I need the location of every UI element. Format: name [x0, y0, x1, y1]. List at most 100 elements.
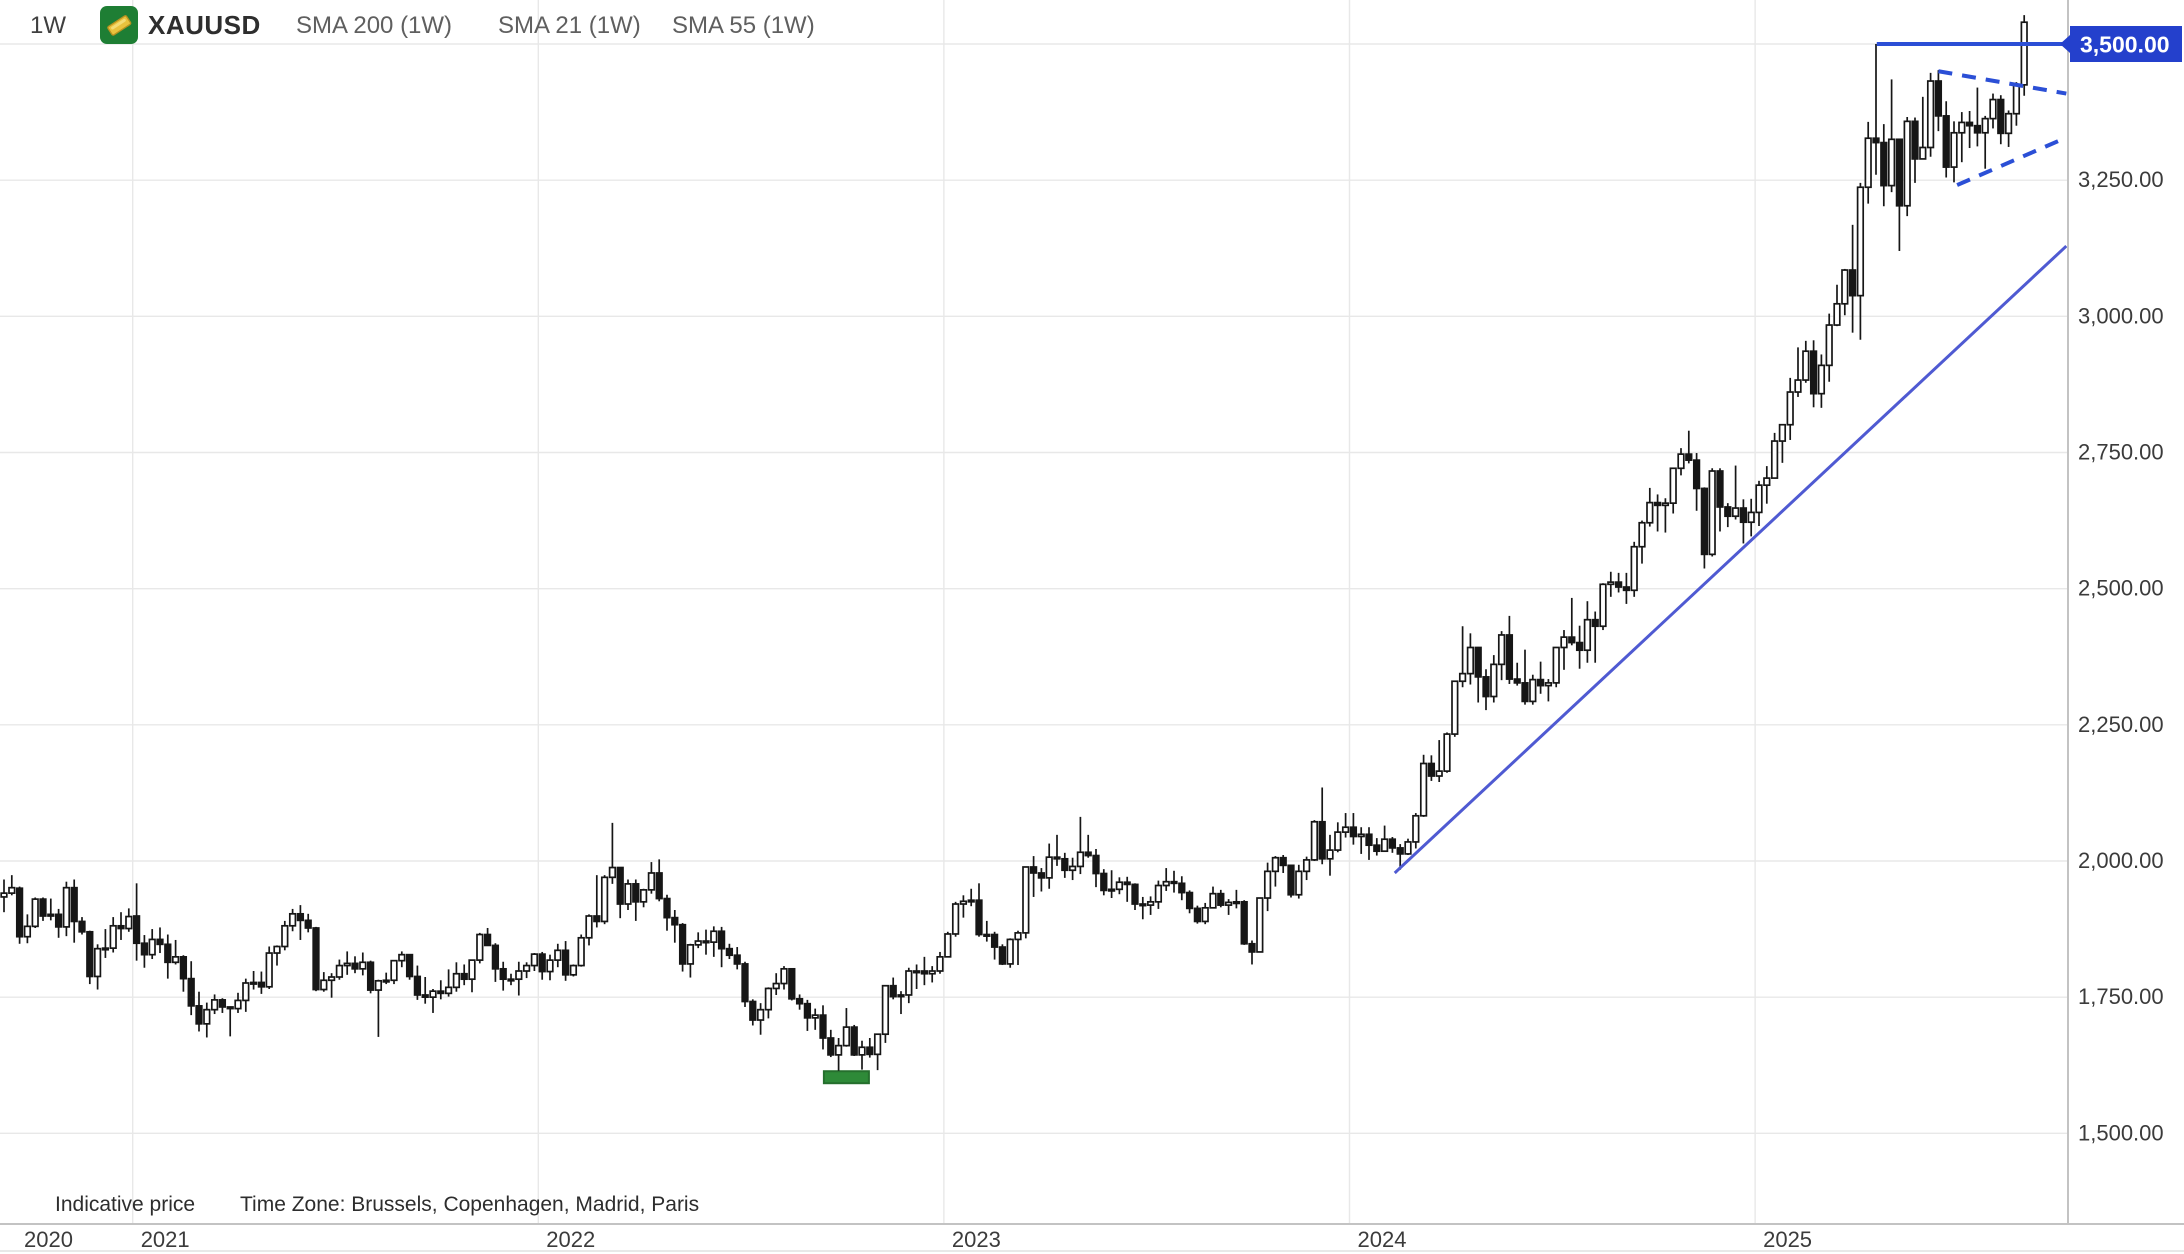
candle-up — [476, 933, 484, 961]
candle-up — [1646, 501, 1654, 524]
price-tick-label: 2,750.00 — [2078, 439, 2164, 464]
indicator-label-sma21[interactable]: SMA 21 (1W) — [498, 12, 641, 39]
candle-up — [62, 886, 71, 928]
candle-down — [1185, 891, 1194, 910]
candle-up — [756, 1008, 765, 1021]
candle-up — [608, 866, 617, 879]
candle-up — [109, 924, 117, 949]
candle-down — [226, 1006, 234, 1010]
candle-up — [1334, 831, 1342, 851]
candle-up — [1412, 814, 1420, 843]
candle-up — [101, 947, 110, 951]
candle-up — [983, 933, 991, 937]
candle-down — [405, 953, 414, 978]
candle-up — [1045, 856, 1053, 879]
indicator-label-sma55[interactable]: SMA 55 (1W) — [672, 12, 815, 39]
candle-down — [78, 920, 86, 933]
candle-up — [1833, 302, 1841, 326]
year-tick-label: 2022 — [546, 1227, 595, 1252]
candle-down — [538, 953, 546, 973]
price-tick-label: 3,250.00 — [2078, 167, 2164, 192]
candle-down — [1474, 646, 1482, 678]
pennant-upper-dashed-line[interactable] — [1938, 69, 2067, 96]
candle-up — [1076, 851, 1085, 868]
pennant-lower-dashed-line[interactable] — [1956, 136, 2066, 187]
candle-down — [132, 915, 141, 945]
candle-down — [1934, 80, 1943, 117]
candle-down — [164, 943, 172, 964]
candle-up — [515, 970, 523, 981]
candle-up — [686, 944, 695, 965]
candle-down — [1373, 844, 1381, 853]
indicator-label-sma200[interactable]: SMA 200 (1W) — [296, 12, 453, 39]
candle-up — [1802, 350, 1810, 381]
candle-up — [624, 883, 632, 905]
candle-up — [1209, 892, 1217, 909]
time-axis[interactable]: 2020 2021 2022 2023 2024 2025 — [24, 1227, 1812, 1252]
candle-up — [374, 979, 383, 991]
candle-up — [343, 962, 351, 967]
candle-up — [1786, 391, 1794, 426]
support-zone-marker[interactable] — [822, 1070, 870, 1085]
candle-up — [928, 970, 936, 975]
candle-down — [1279, 856, 1287, 867]
candle-down — [702, 940, 710, 944]
timeframe-label[interactable]: 1W — [30, 12, 66, 39]
candle-down — [1653, 501, 1662, 507]
candle-up — [1435, 770, 1443, 777]
candle-down — [304, 919, 312, 929]
uptrend-line[interactable] — [1393, 244, 2068, 875]
candle-up — [912, 970, 921, 974]
candle-down — [803, 1002, 812, 1019]
candle-down — [561, 949, 570, 976]
candle-up — [577, 936, 585, 967]
candle-down — [749, 1000, 757, 1021]
candle-up — [1022, 866, 1030, 934]
candle-up — [1926, 80, 1935, 149]
candle-up — [1864, 137, 1872, 189]
candle-up — [1201, 906, 1209, 923]
candle-up — [522, 964, 531, 972]
candle-up — [1295, 870, 1303, 896]
candle-up — [842, 1026, 851, 1047]
candle-up — [382, 979, 390, 983]
candle-up — [858, 1046, 866, 1056]
candle-down — [1880, 141, 1888, 187]
candle-up — [1302, 859, 1311, 873]
candle-up — [265, 952, 273, 988]
candle-up — [390, 959, 398, 982]
price-label-box — [2070, 26, 2182, 62]
active-price-label[interactable]: 3,500.00 — [2060, 26, 2182, 62]
candle-up — [694, 940, 702, 946]
candle-down — [1513, 678, 1521, 684]
candle-up — [8, 886, 16, 894]
candle-up — [1989, 98, 1997, 120]
candle-down — [1123, 881, 1131, 886]
candle-up — [1841, 269, 1849, 305]
candle-up — [1443, 733, 1451, 772]
candle-up — [288, 912, 297, 927]
candle-up — [546, 959, 554, 973]
candle-down — [117, 924, 125, 930]
candle-down — [156, 938, 164, 946]
candle-down — [593, 915, 601, 923]
candle-up — [530, 953, 539, 967]
candle-down — [1536, 678, 1545, 687]
candle-down — [990, 933, 999, 948]
candle-down — [1092, 854, 1100, 875]
candle-down — [86, 930, 94, 978]
price-axis[interactable]: 3,250.00 3,000.00 2,750.00 2,500.00 2,250.00… — [2078, 167, 2164, 1145]
candle-down — [866, 1046, 874, 1056]
candle-up — [639, 889, 648, 903]
candle-up — [148, 938, 156, 956]
candle-up — [1224, 901, 1233, 906]
candle-down — [1872, 137, 1880, 144]
candle-down — [1131, 883, 1139, 905]
candles-layer[interactable] — [0, 15, 2028, 1071]
candle-down — [1193, 907, 1202, 923]
symbol-name[interactable]: XAUUSD — [148, 10, 261, 40]
candle-up — [1497, 634, 1506, 666]
candle-down — [1973, 124, 1982, 134]
candle-down — [671, 916, 679, 926]
